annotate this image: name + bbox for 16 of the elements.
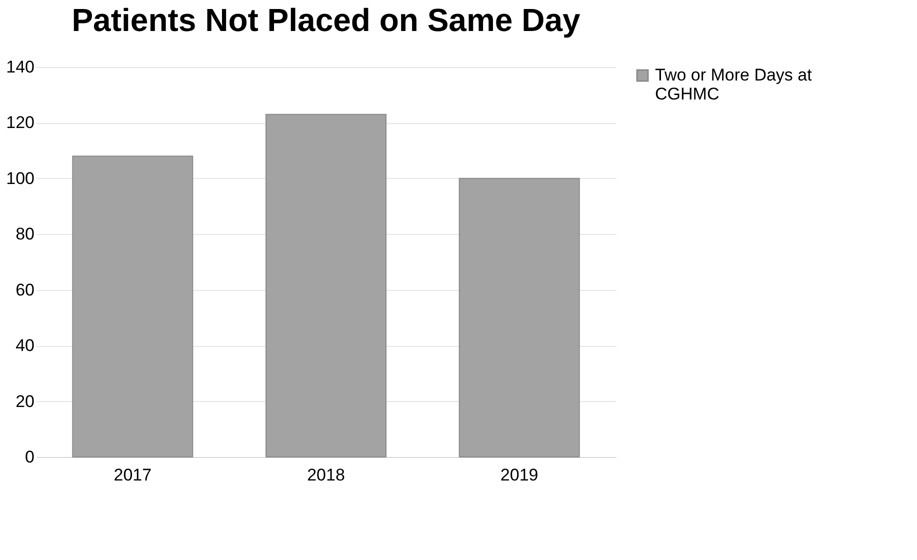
y-tick-label: 0 [25, 448, 34, 466]
x-tick-label: 2019 [500, 466, 538, 484]
y-tick-label: 100 [6, 168, 34, 188]
bar [72, 156, 194, 458]
chart-title: Patients Not Placed on Same Day [72, 2, 581, 38]
y-tick-label: 40 [16, 336, 34, 356]
x-tick-label: 2017 [114, 466, 152, 484]
y-tick-label: 120 [6, 113, 34, 132]
y-tick-label: 20 [16, 392, 34, 411]
bar [458, 178, 580, 458]
x-tick-label: 2018 [307, 466, 345, 484]
y-tick-label: 60 [16, 280, 34, 300]
y-tick-label: 80 [16, 224, 34, 244]
legend-label: Two or More Days at CGHMC [655, 66, 812, 104]
y-tick-label: 140 [6, 58, 34, 76]
bar [266, 114, 386, 458]
